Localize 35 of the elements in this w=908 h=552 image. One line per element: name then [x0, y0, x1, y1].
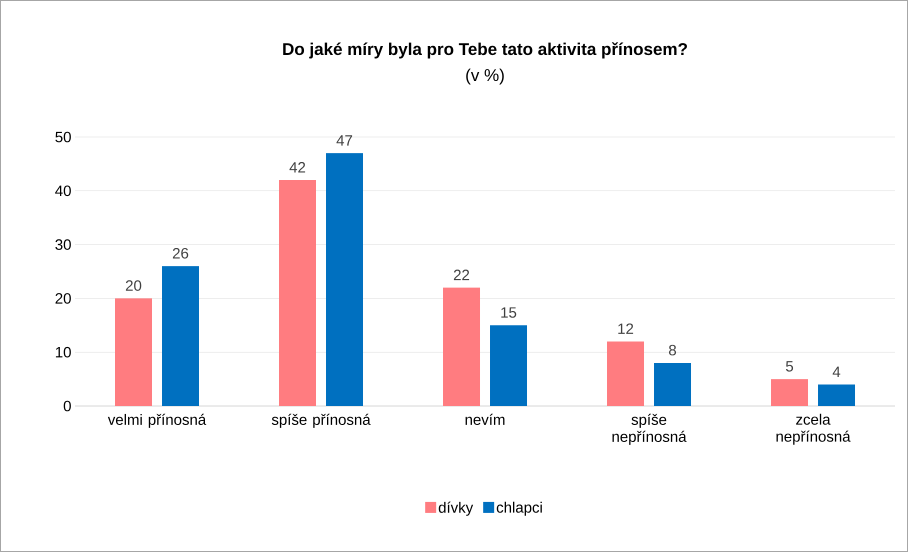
data-label: 47 — [336, 135, 352, 146]
bar — [443, 288, 480, 406]
y-tick-label: 40 — [55, 185, 71, 196]
y-tick-label: 50 — [55, 132, 71, 142]
bar — [818, 384, 856, 406]
bar — [654, 362, 692, 406]
x-tick-label: velmi přínosná — [108, 414, 206, 428]
y-tick-label: 30 — [55, 239, 71, 250]
chart-title: Do jaké míry byla pro Tebe tato aktivita přínosem? — [283, 42, 687, 58]
y-tick-label: 10 — [56, 346, 71, 358]
data-label: 5 — [786, 361, 794, 372]
bar — [771, 379, 808, 406]
data-label: 8 — [668, 344, 676, 356]
x-tick-label: spíše nepřínosná — [612, 414, 687, 445]
data-label: 26 — [172, 248, 188, 259]
bar — [326, 153, 364, 406]
data-label: 4 — [832, 366, 840, 377]
x-tick-label: zcela nepřínosná — [776, 414, 851, 445]
data-label: 20 — [126, 280, 142, 291]
bar — [607, 341, 644, 406]
y-tick-label: 20 — [56, 293, 71, 304]
data-label: 15 — [501, 307, 516, 318]
y-tick-label: 0 — [64, 400, 71, 412]
bar — [162, 266, 200, 406]
data-label: 22 — [454, 270, 470, 280]
x-tick-label: spíše přínosná — [272, 414, 371, 428]
legend-label: chlapci — [496, 502, 542, 516]
legend-label: dívky — [438, 502, 474, 516]
bar — [115, 298, 152, 406]
x-tick-label: nevím — [466, 414, 504, 425]
data-label: 12 — [618, 323, 634, 334]
bar — [279, 180, 316, 406]
data-label: 42 — [290, 162, 306, 173]
bar — [490, 325, 528, 406]
chart-subtitle: (v %) — [466, 68, 504, 84]
